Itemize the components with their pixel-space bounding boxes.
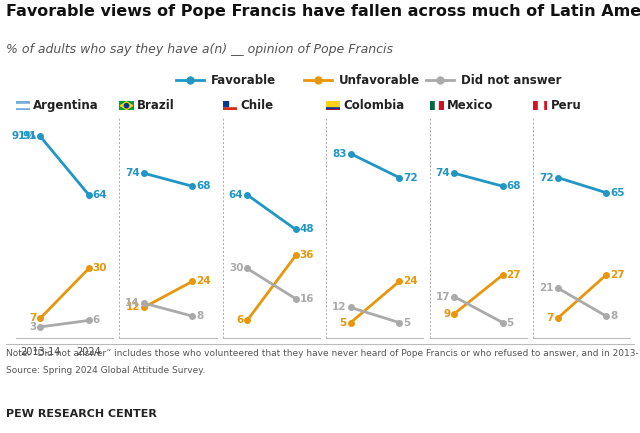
Text: 21: 21 — [540, 283, 554, 293]
Text: 74: 74 — [125, 168, 140, 178]
Text: Peru: Peru — [550, 99, 581, 112]
Bar — [16, 104, 30, 107]
Text: 27: 27 — [506, 270, 521, 280]
Text: 12: 12 — [125, 302, 140, 313]
Text: 91%: 91% — [12, 131, 36, 142]
Text: 6: 6 — [236, 315, 243, 326]
Text: 24: 24 — [196, 276, 211, 287]
Polygon shape — [120, 102, 132, 110]
Text: Chile: Chile — [240, 99, 273, 112]
Text: Argentina: Argentina — [33, 99, 99, 112]
Text: 64: 64 — [228, 190, 243, 200]
Text: 16: 16 — [300, 294, 314, 304]
Text: 72: 72 — [403, 172, 418, 183]
Text: 7: 7 — [547, 313, 554, 323]
Text: 74: 74 — [435, 168, 451, 178]
Bar — [538, 101, 543, 110]
Text: 5: 5 — [506, 317, 514, 328]
Text: Note: “Did not answer” includes those who volunteered that they have never heard: Note: “Did not answer” includes those wh… — [6, 349, 640, 358]
Text: 24: 24 — [403, 276, 418, 287]
Text: 9: 9 — [443, 309, 451, 319]
Text: 30: 30 — [93, 263, 107, 274]
Text: Favorable: Favorable — [211, 74, 276, 87]
Text: Did not answer: Did not answer — [461, 74, 561, 87]
Text: 5: 5 — [340, 317, 347, 328]
Text: PEW RESEARCH CENTER: PEW RESEARCH CENTER — [6, 409, 157, 419]
Text: 72: 72 — [539, 172, 554, 183]
Text: Colombia: Colombia — [344, 99, 405, 112]
Text: 14: 14 — [125, 298, 140, 308]
Text: 36: 36 — [300, 250, 314, 261]
Text: 30: 30 — [229, 263, 243, 274]
Text: 6: 6 — [93, 315, 100, 326]
Bar — [326, 101, 340, 106]
Bar — [435, 101, 439, 110]
Text: 17: 17 — [436, 291, 451, 302]
Bar — [439, 101, 444, 110]
Circle shape — [124, 103, 129, 108]
Text: % of adults who say they have a(n) __ opinion of Pope Francis: % of adults who say they have a(n) __ op… — [6, 43, 394, 56]
Text: 5: 5 — [403, 317, 410, 328]
Bar — [223, 101, 237, 106]
Text: 3: 3 — [29, 322, 36, 332]
Text: 65: 65 — [610, 187, 625, 198]
Text: 64: 64 — [93, 190, 108, 200]
Bar — [223, 101, 228, 106]
Text: 12: 12 — [332, 302, 347, 313]
Text: 68: 68 — [506, 181, 521, 191]
Text: 91: 91 — [22, 131, 36, 142]
Text: 8: 8 — [196, 311, 204, 321]
Text: Brazil: Brazil — [137, 99, 175, 112]
Text: 8: 8 — [610, 311, 617, 321]
Text: 7: 7 — [29, 313, 36, 323]
Bar — [326, 106, 340, 108]
Text: 68: 68 — [196, 181, 211, 191]
Text: 27: 27 — [610, 270, 625, 280]
Text: Unfavorable: Unfavorable — [339, 74, 420, 87]
Text: Favorable views of Pope Francis have fallen across much of Latin America: Favorable views of Pope Francis have fal… — [6, 4, 640, 19]
Text: Source: Spring 2024 Global Attitude Survey.: Source: Spring 2024 Global Attitude Surv… — [6, 366, 205, 375]
Text: 83: 83 — [332, 149, 347, 159]
Text: 48: 48 — [300, 224, 314, 235]
Text: Mexico: Mexico — [447, 99, 493, 112]
